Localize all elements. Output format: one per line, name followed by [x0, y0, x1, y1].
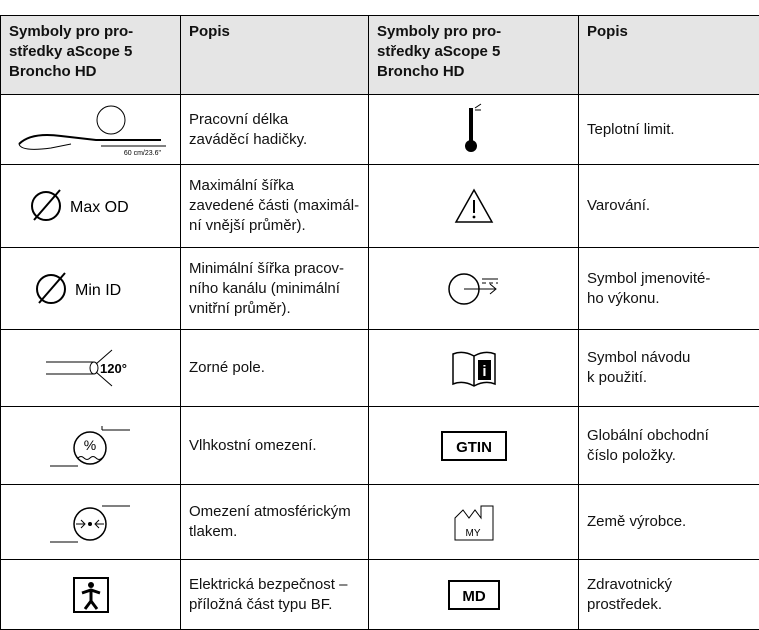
description: Vlhkostní omezení.: [181, 407, 369, 485]
row: Omezení atmosférickým tlakem. MY Země vý…: [1, 485, 759, 560]
icon-cell: %: [1, 407, 181, 485]
icon-cell: [369, 165, 579, 248]
icon-label: 60 cm/23.6": [123, 150, 161, 157]
description: Zdravotnický prostředek.: [579, 560, 759, 630]
description: Zorné pole.: [181, 330, 369, 407]
header: Popis: [181, 16, 369, 95]
symbol-table: Symboly pro pro- středky aScope 5 Bronch…: [0, 15, 759, 630]
temperature-icon: [459, 102, 489, 158]
description: Maximální šířka zavedené části (maximál-…: [181, 165, 369, 248]
icon-label: MY: [465, 528, 480, 539]
angle-icon: 120°: [36, 346, 146, 390]
header: Symboly pro pro- středky aScope 5 Bronch…: [1, 16, 181, 95]
icon-glyph: i: [482, 363, 486, 380]
gtin-icon: GTIN: [439, 429, 509, 463]
row: % Vlhkostní omezení. GTIN Globální obcho…: [1, 407, 759, 485]
description: Minimální šířka pracov- ního kanálu (min…: [181, 248, 369, 330]
row: Max OD Maximální šířka zavedené části (m…: [1, 165, 759, 248]
country-icon: MY: [449, 500, 499, 544]
row: Elektrická bezpečnost – příložná část ty…: [1, 560, 759, 630]
header-row: Symboly pro pro- středky aScope 5 Bronch…: [1, 16, 759, 95]
header: Symboly pro pro- středky aScope 5 Bronch…: [369, 16, 579, 95]
description: Symbol návodu k použití.: [579, 330, 759, 407]
icon-cell: 60 cm/23.6": [1, 95, 181, 165]
icon-cell: Max OD: [1, 165, 181, 248]
icon-cell: i: [369, 330, 579, 407]
pressure-icon: [46, 494, 136, 550]
power-icon: [444, 269, 504, 309]
max-od-icon: Max OD: [26, 186, 156, 226]
description: Varování.: [579, 165, 759, 248]
description: Teplotní limit.: [579, 95, 759, 165]
symbol-table-wrap: Symboly pro pro- středky aScope 5 Bronch…: [0, 15, 759, 630]
description: Symbol jmenovité- ho výkonu.: [579, 248, 759, 330]
description: Globální obchodní číslo položky.: [579, 407, 759, 485]
icon-label: MD: [462, 588, 485, 605]
icon-cell: [1, 560, 181, 630]
icon-cell: [369, 95, 579, 165]
icon-cell: GTIN: [369, 407, 579, 485]
md-icon: MD: [446, 578, 502, 612]
length-icon: 60 cm/23.6": [11, 102, 171, 158]
row: 120° Zorné pole. i Symbol návodu k použi…: [1, 330, 759, 407]
description: Omezení atmosférickým tlakem.: [181, 485, 369, 560]
icon-cell: MY: [369, 485, 579, 560]
icon-label: %: [83, 437, 95, 453]
icon-label: Min ID: [75, 282, 121, 299]
row: Min ID Minimální šířka pracov- ního kaná…: [1, 248, 759, 330]
icon-cell: [1, 485, 181, 560]
description: Pracovní délka zaváděcí hadičky.: [181, 95, 369, 165]
icon-label: 120°: [100, 361, 127, 376]
row: 60 cm/23.6" Pracovní délka zaváděcí hadi…: [1, 95, 759, 165]
icon-cell: MD: [369, 560, 579, 630]
icon-cell: 120°: [1, 330, 181, 407]
description: Elektrická bezpečnost – příložná část ty…: [181, 560, 369, 630]
description: Země výrobce.: [579, 485, 759, 560]
min-id-icon: Min ID: [31, 269, 151, 309]
manual-icon: i: [449, 348, 499, 388]
humidity-icon: %: [46, 418, 136, 474]
icon-label: Max OD: [70, 199, 129, 216]
icon-label: GTIN: [456, 439, 492, 456]
header: Popis: [579, 16, 759, 95]
bf-icon: [71, 575, 111, 615]
warning-icon: [452, 186, 496, 226]
icon-cell: Min ID: [1, 248, 181, 330]
icon-cell: [369, 248, 579, 330]
